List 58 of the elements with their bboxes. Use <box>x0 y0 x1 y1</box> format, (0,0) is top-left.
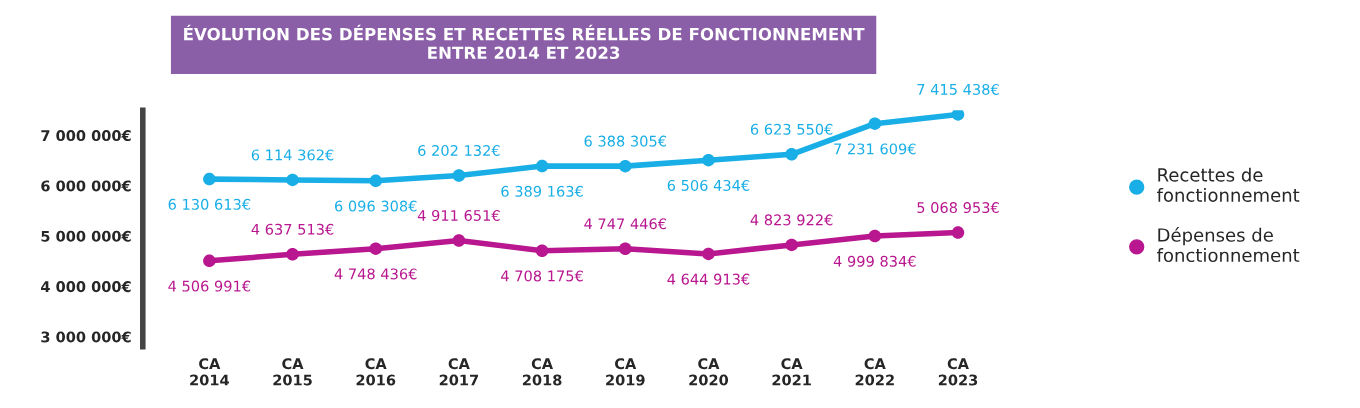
point <box>619 159 632 173</box>
point <box>702 153 715 167</box>
y-tick-label: 6 000 000€ <box>41 180 131 192</box>
x-tick-label: CA 2016 <box>356 358 396 386</box>
data-label: 6 130 613€ <box>168 198 251 210</box>
x-tick-label: CA 2021 <box>772 358 811 386</box>
data-label: 7 415 438€ <box>917 83 999 95</box>
point <box>868 117 882 130</box>
point <box>535 244 549 257</box>
data-label: 4 748 436€ <box>334 268 417 280</box>
data-label: 4 823 922€ <box>750 214 833 226</box>
point <box>619 242 632 255</box>
data-label: 4 911 651€ <box>417 209 500 221</box>
chart-title: ÉVOLUTION DES DÉPENSES ET RECETTES RÉELLES DE FONCTIONNEMENT ENTRE 2014 ET 2023 <box>184 24 865 60</box>
point <box>535 159 549 173</box>
point <box>951 226 965 239</box>
x-tick-label: CA 2017 <box>439 358 479 386</box>
data-label: 4 637 513€ <box>251 223 334 235</box>
x-tick-label: CA 2014 <box>190 358 229 386</box>
point <box>951 110 965 121</box>
data-label: 4 999 834€ <box>833 255 916 267</box>
x-tick-label: CA 2015 <box>273 358 312 386</box>
data-label: 6 202 132€ <box>418 144 500 157</box>
point <box>702 247 715 261</box>
point <box>286 248 299 261</box>
point <box>785 238 798 252</box>
data-label: 7 231 609€ <box>834 143 916 155</box>
data-label: 6 114 362€ <box>251 149 334 161</box>
x-tick-label: CA 2018 <box>522 358 562 386</box>
data-label: 5 068 953€ <box>917 202 999 214</box>
point <box>452 234 466 247</box>
legend-label: Recettes de fonctionnement <box>1157 167 1300 202</box>
data-label: 4 506 991€ <box>168 280 251 292</box>
point <box>286 173 299 187</box>
point <box>452 169 466 182</box>
y-tick-label: 4 000 000€ <box>41 281 131 293</box>
point <box>203 254 216 268</box>
y-tick-label: 3 000 000€ <box>41 331 131 343</box>
y-tick-label: 5 000 000€ <box>41 230 131 242</box>
data-label: 6 623 550€ <box>750 123 833 135</box>
x-tick-label: CA 2020 <box>689 358 729 386</box>
point <box>868 229 882 243</box>
data-label: 4 747 446€ <box>584 218 667 230</box>
data-label: 6 389 163€ <box>501 185 583 197</box>
data-label: 4 644 913€ <box>667 273 750 285</box>
x-tick-label: CA 2023 <box>938 358 978 386</box>
data-label: 4 708 175€ <box>501 270 583 282</box>
data-label: 6 506 434€ <box>667 179 750 191</box>
data-label: 6 388 305€ <box>584 135 667 147</box>
point <box>203 172 216 186</box>
legend-label: Dépenses de fonctionnement <box>1157 227 1300 263</box>
x-tick-label: CA 2019 <box>606 358 645 386</box>
point <box>369 242 382 255</box>
point <box>369 174 382 188</box>
y-tick-label: 7 000 000€ <box>41 130 131 142</box>
point <box>785 148 798 161</box>
data-label: 6 096 308€ <box>334 200 417 212</box>
x-tick-label: CA 2022 <box>855 358 894 386</box>
